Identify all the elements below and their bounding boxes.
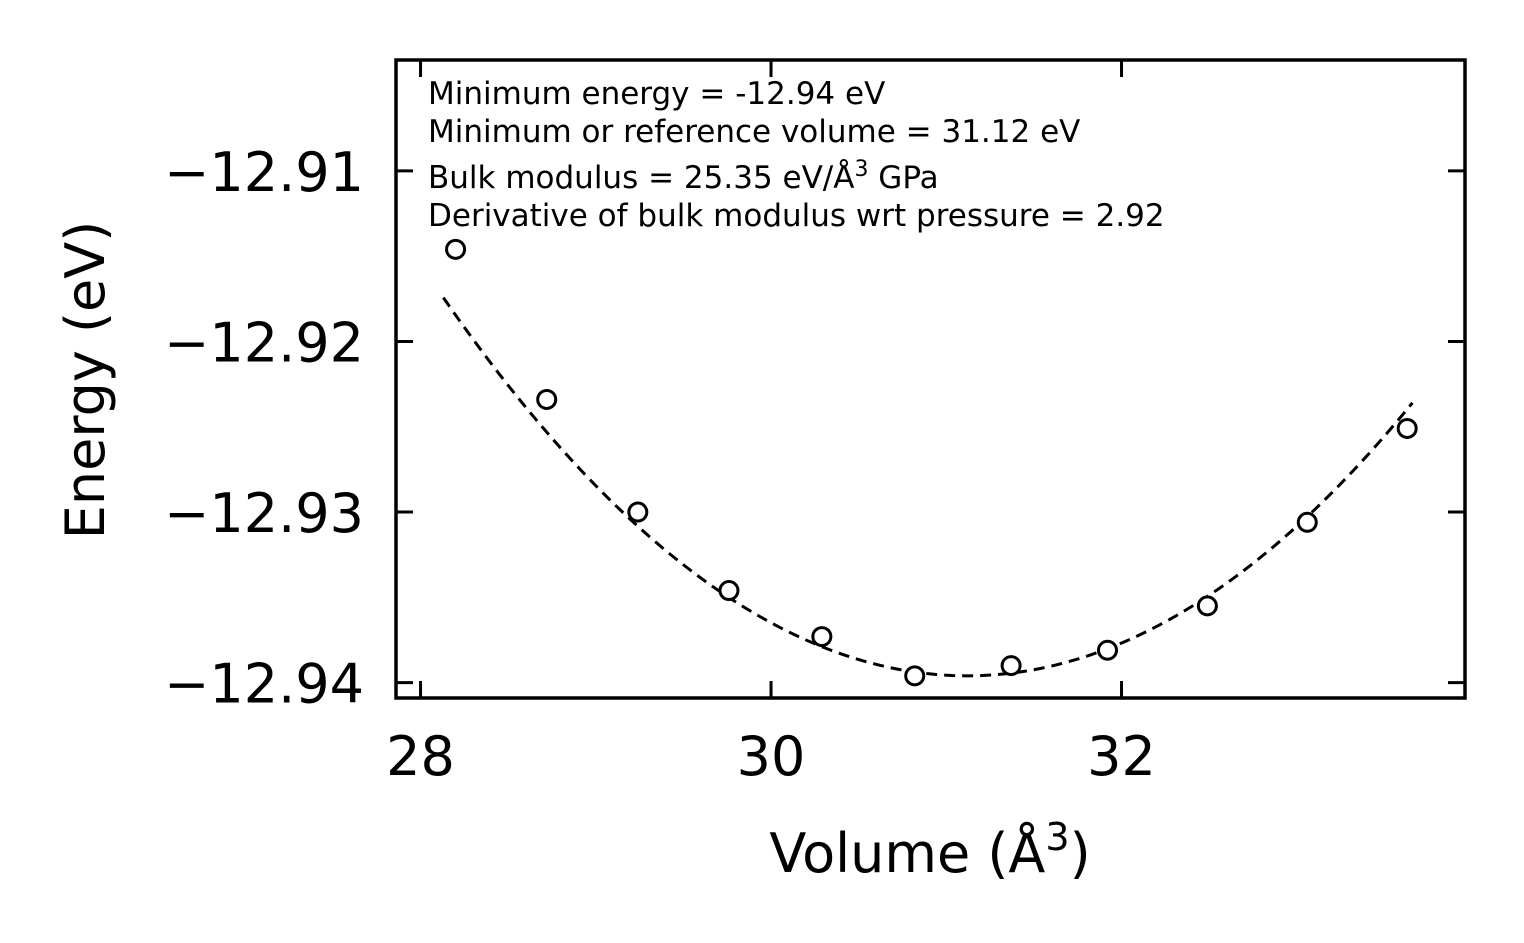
- x-axis-title-sup: 3: [1045, 815, 1069, 859]
- fit-curve: [442, 296, 1414, 678]
- data-point: [1396, 417, 1418, 439]
- data-point: [445, 238, 467, 260]
- annotation-min-volume: Minimum or reference volume = 31.12 eV: [428, 114, 1080, 150]
- y-tick-label: −12.91: [164, 141, 364, 204]
- x-axis-title: Volume (Å3): [769, 815, 1090, 885]
- y-axis-title: Energy (eV): [54, 221, 117, 540]
- data-point: [1296, 511, 1318, 533]
- data-point: [1196, 595, 1218, 617]
- annotation-bulk-modulus-text: Bulk modulus = 25.35 eV/Å: [428, 160, 854, 196]
- ticks-layer: [396, 60, 1465, 698]
- x-tick-label: 32: [1087, 725, 1156, 788]
- y-tick-label: −12.93: [164, 482, 364, 545]
- data-point: [536, 388, 558, 410]
- tick-labels-layer: 28 30 32 −12.91 −12.92 −12.93 −12.94: [164, 141, 1156, 788]
- y-tick-label: −12.92: [164, 311, 364, 374]
- data-point: [1000, 655, 1022, 677]
- data-point: [811, 626, 833, 648]
- annotation-min-energy: Minimum energy = -12.94 eV: [428, 76, 885, 112]
- plot-frame: [394, 58, 1467, 700]
- fit-curve-layer: [442, 296, 1414, 678]
- annotation-bulk-derivative: Derivative of bulk modulus wrt pressure …: [428, 198, 1165, 234]
- annotation-bulk-modulus-end: GPa: [868, 160, 938, 196]
- annotation-bulk-modulus-sup: 3: [854, 157, 868, 182]
- x-tick-label: 28: [386, 725, 455, 788]
- x-tick-label: 30: [737, 725, 806, 788]
- data-points-layer: [445, 238, 1418, 687]
- data-point: [904, 665, 926, 687]
- x-axis-title-end: ): [1070, 822, 1091, 885]
- annotation-bulk-modulus: Bulk modulus = 25.35 eV/Å3 GPa: [428, 157, 939, 196]
- data-point: [718, 580, 740, 602]
- annotation-block: Minimum energy = -12.94 eV Minimum or re…: [428, 76, 1165, 234]
- data-point: [1097, 639, 1118, 661]
- data-point: [627, 501, 649, 523]
- y-tick-label: −12.94: [164, 653, 364, 716]
- x-axis-title-text: Volume (Å: [769, 821, 1045, 885]
